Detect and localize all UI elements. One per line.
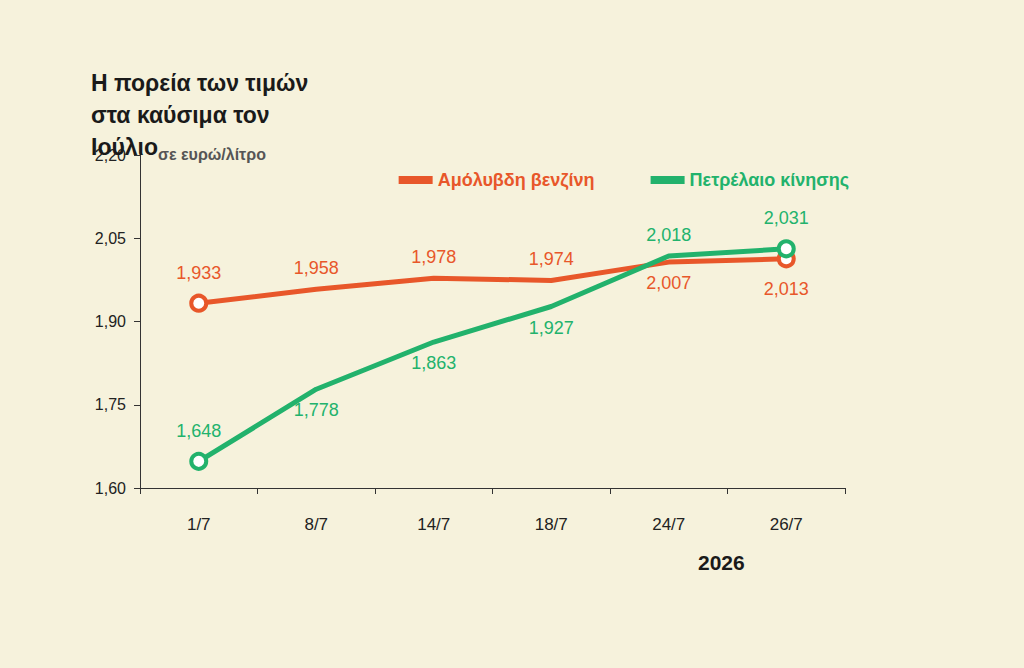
svg-text:1,75: 1,75 [95, 396, 126, 413]
svg-text:1,778: 1,778 [294, 400, 339, 420]
svg-text:1,60: 1,60 [95, 480, 126, 497]
svg-text:1,648: 1,648 [176, 421, 221, 441]
svg-text:26/7: 26/7 [770, 515, 803, 534]
svg-text:2,031: 2,031 [764, 208, 809, 228]
svg-text:Η πορεία των τιμών: Η πορεία των τιμών [91, 70, 315, 96]
svg-text:8/7: 8/7 [304, 515, 328, 534]
svg-text:1,958: 1,958 [294, 258, 339, 278]
svg-text:14/7: 14/7 [417, 515, 450, 534]
svg-text:2,013: 2,013 [764, 279, 809, 299]
svg-text:1,90: 1,90 [95, 313, 126, 330]
svg-text:στα καύσιμα τον: στα καύσιμα τον [91, 102, 276, 128]
svg-text:1,863: 1,863 [411, 353, 456, 373]
svg-text:18/7: 18/7 [535, 515, 568, 534]
svg-text:σε ευρώ/λίτρο: σε ευρώ/λίτρο [158, 146, 266, 163]
svg-text:2026: 2026 [698, 551, 745, 574]
svg-text:24/7: 24/7 [652, 515, 685, 534]
svg-text:1,974: 1,974 [529, 249, 574, 269]
svg-text:Αμόλυβδη βενζίνη: Αμόλυβδη βενζίνη [438, 170, 595, 191]
svg-text:1,978: 1,978 [411, 247, 456, 267]
svg-text:Πετρέλαιο κίνησης: Πετρέλαιο κίνησης [690, 170, 849, 190]
svg-text:2,007: 2,007 [646, 273, 691, 293]
svg-text:1,933: 1,933 [176, 263, 221, 283]
svg-text:Ιούλιο: Ιούλιο [91, 134, 158, 160]
svg-text:1/7: 1/7 [187, 515, 211, 534]
svg-text:1,927: 1,927 [529, 318, 574, 338]
svg-text:2,05: 2,05 [95, 230, 126, 247]
svg-text:2,018: 2,018 [646, 225, 691, 245]
